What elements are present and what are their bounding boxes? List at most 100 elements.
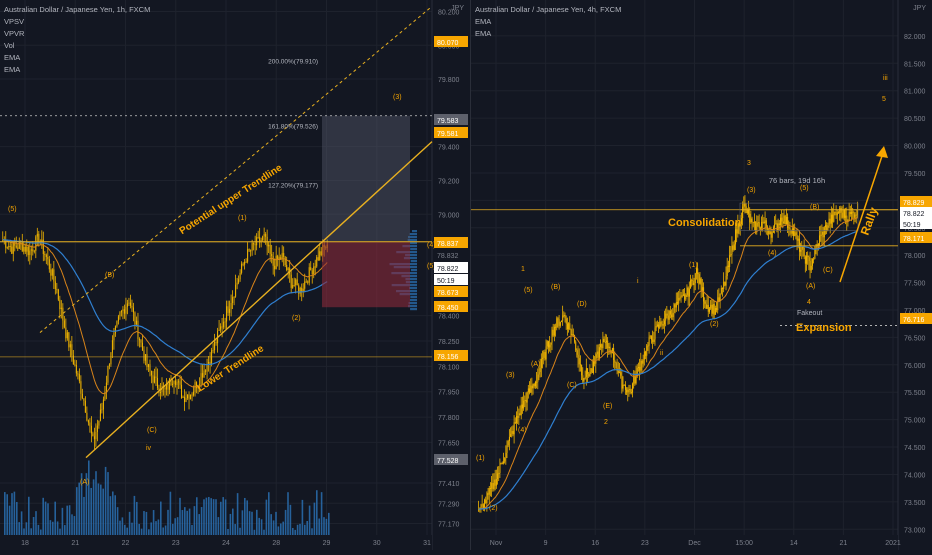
candle-body — [2, 239, 4, 241]
candle-body — [722, 287, 724, 289]
candle-body — [526, 392, 528, 403]
volume-bar — [61, 507, 64, 535]
candle-body — [271, 254, 273, 257]
volume-bar — [18, 522, 20, 535]
candle-body — [540, 358, 542, 368]
left-y-tick-label: 79.000 — [438, 212, 460, 219]
left-y-tick-label: 78.250 — [438, 339, 460, 346]
candle-body — [839, 208, 841, 213]
candle-body — [62, 307, 64, 321]
candle-body — [486, 493, 488, 504]
candle-body — [712, 303, 714, 314]
candle-body — [584, 377, 586, 379]
price-tag-value: 79.583 — [437, 118, 459, 125]
candle-body — [120, 310, 122, 313]
candle-body — [658, 324, 660, 328]
volume-bar — [162, 527, 164, 535]
price-tag-value: 78.822 — [903, 211, 925, 218]
fib-127-label: 127.20%(79.177) — [268, 182, 318, 189]
candle-body — [542, 357, 544, 359]
candle-body — [709, 308, 711, 312]
right-y-tick-label: 78.500 — [904, 226, 926, 233]
right-y-tick-label: 80.500 — [904, 116, 926, 123]
volume-profile-bar — [411, 230, 417, 233]
candle-body — [80, 381, 82, 394]
left-y-tick-label: 77.170 — [438, 522, 460, 529]
candle-body — [846, 215, 848, 223]
volume-bar — [318, 518, 320, 535]
candle-body — [855, 214, 857, 216]
candle-body — [498, 472, 500, 474]
candle-body — [830, 214, 832, 224]
candle-body — [785, 216, 787, 224]
candle-body — [783, 215, 785, 224]
candle-body — [544, 352, 546, 360]
candle-body — [570, 329, 572, 336]
left-chart-title: Australian Dollar / Japanese Yen, 1h, FX… — [4, 5, 150, 14]
candle-body — [174, 380, 177, 385]
candle-body — [826, 225, 828, 231]
candle-body — [254, 244, 256, 246]
right-y-tick-label: 78.000 — [904, 253, 926, 260]
candle-body — [223, 321, 225, 328]
candle-body — [506, 445, 508, 453]
wave-label: (2) — [489, 505, 498, 512]
volume-bar — [66, 505, 68, 535]
candle-body — [238, 279, 240, 283]
candle-body — [835, 212, 837, 216]
candle-body — [642, 359, 644, 364]
right-x-tick-label: 15:00 — [735, 540, 753, 547]
price-tag-box — [900, 232, 932, 243]
volume-bar — [174, 518, 176, 535]
candle-body — [842, 209, 844, 218]
volume-bar — [30, 528, 32, 535]
candle-body — [582, 375, 584, 382]
candle-body — [296, 279, 298, 286]
candle-body — [565, 318, 567, 324]
left-ema-fast-line — [2, 239, 328, 395]
candle-body — [23, 246, 25, 252]
candle-body — [484, 499, 486, 510]
candle-body — [111, 340, 113, 353]
candle-body — [205, 370, 207, 372]
volume-profile-bar — [407, 305, 417, 308]
candle-body — [293, 285, 295, 287]
lower-trendline — [85, 141, 433, 459]
candle-body — [250, 250, 252, 252]
volume-bar — [277, 526, 280, 535]
right-x-tick-label: 21 — [839, 540, 847, 547]
candle-body — [220, 326, 222, 330]
price-tag-value: 78.822 — [437, 266, 459, 273]
candle-body — [301, 287, 303, 292]
volume-bar — [176, 517, 179, 535]
candle-body — [574, 335, 576, 342]
candle-body — [719, 293, 721, 302]
candle-body — [54, 281, 56, 290]
candle-body — [809, 261, 811, 271]
upper-trendline — [39, 5, 433, 333]
candle-body — [499, 463, 501, 473]
volume-bar — [191, 525, 193, 535]
candle-body — [632, 383, 634, 393]
candle-body — [14, 242, 16, 246]
volume-bar — [210, 498, 212, 535]
candle-body — [686, 287, 688, 295]
volume-bar — [299, 523, 301, 535]
candle-body — [179, 381, 181, 385]
right-indicator-label: EMA — [475, 29, 491, 38]
candle-body — [749, 213, 751, 223]
candle-body — [756, 222, 758, 232]
candle-body — [57, 289, 59, 300]
candle-body — [823, 227, 825, 238]
right-y-tick-label: 76.500 — [904, 335, 926, 342]
wave-label: (A) — [80, 479, 89, 486]
candle-body — [645, 351, 647, 356]
candle-body — [577, 354, 579, 359]
candle-body — [619, 372, 621, 374]
candle-body — [716, 307, 718, 311]
candle-body — [305, 281, 307, 283]
volume-bar — [306, 520, 308, 535]
volume-bar — [95, 471, 97, 535]
left-indicator-label: VPVR — [4, 29, 25, 38]
